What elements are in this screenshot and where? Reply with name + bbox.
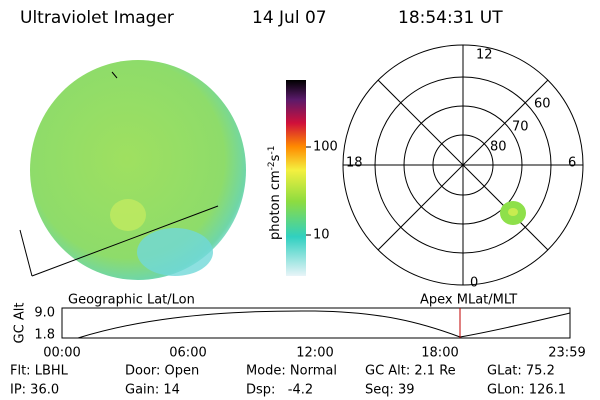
polar-plot: 12 18 6 0 60 70 80 [342,44,584,291]
timeline: Geographic Lat/Lon Apex MLat/MLT GC Alt … [13,293,586,361]
colorbar: 100 10 photon cm-2s-1 [267,80,338,276]
mlt-label: 6 [568,156,576,171]
mlt-label: 0 [470,276,478,291]
info-item: Flt: LBHL [10,364,69,379]
info-item: Seq: 39 [365,383,415,398]
mlt-label: 18 [346,156,363,171]
axis-label: GC Alt [13,303,28,344]
mlt-label: 12 [476,48,493,63]
time-label: 18:00 [421,346,458,361]
time-label: 00:00 [43,346,80,361]
colorbar-tick: 100 [313,140,338,155]
image-disk [19,60,246,280]
timeline-title: Geographic Lat/Lon [68,293,195,308]
info-item: Gain: 14 [125,383,180,398]
title: Ultraviolet Imager [20,8,174,28]
info-item: Door: Open [125,364,199,379]
info-item: GLat: 75.2 [487,364,555,379]
alt-label: 9.0 [34,306,55,321]
time-label: 12:00 [296,346,333,361]
info-item: IP: 36.0 [10,383,59,398]
time-label: 23:59 [548,346,585,361]
alt-label: 1.8 [34,328,55,343]
colorbar-label: photon cm-2s-1 [267,146,283,240]
time: 18:54:31 UT [398,8,503,28]
colorbar-tick: 10 [313,228,330,243]
info-item: GLon: 126.1 [487,383,566,398]
date: 14 Jul 07 [252,8,327,28]
mlat-label: 70 [512,120,529,135]
info: Flt: LBHL Door: Open Mode: Normal GC Alt… [10,364,566,398]
info-item: Dsp: -4.2 [246,383,313,398]
info-item: GC Alt: 2.1 Re [365,364,456,379]
info-item: Mode: Normal [246,364,337,379]
time-label: 06:00 [169,346,206,361]
mlat-label: 80 [490,140,507,155]
timeline-title: Apex MLat/MLT [420,293,517,308]
mlat-label: 60 [534,97,551,112]
